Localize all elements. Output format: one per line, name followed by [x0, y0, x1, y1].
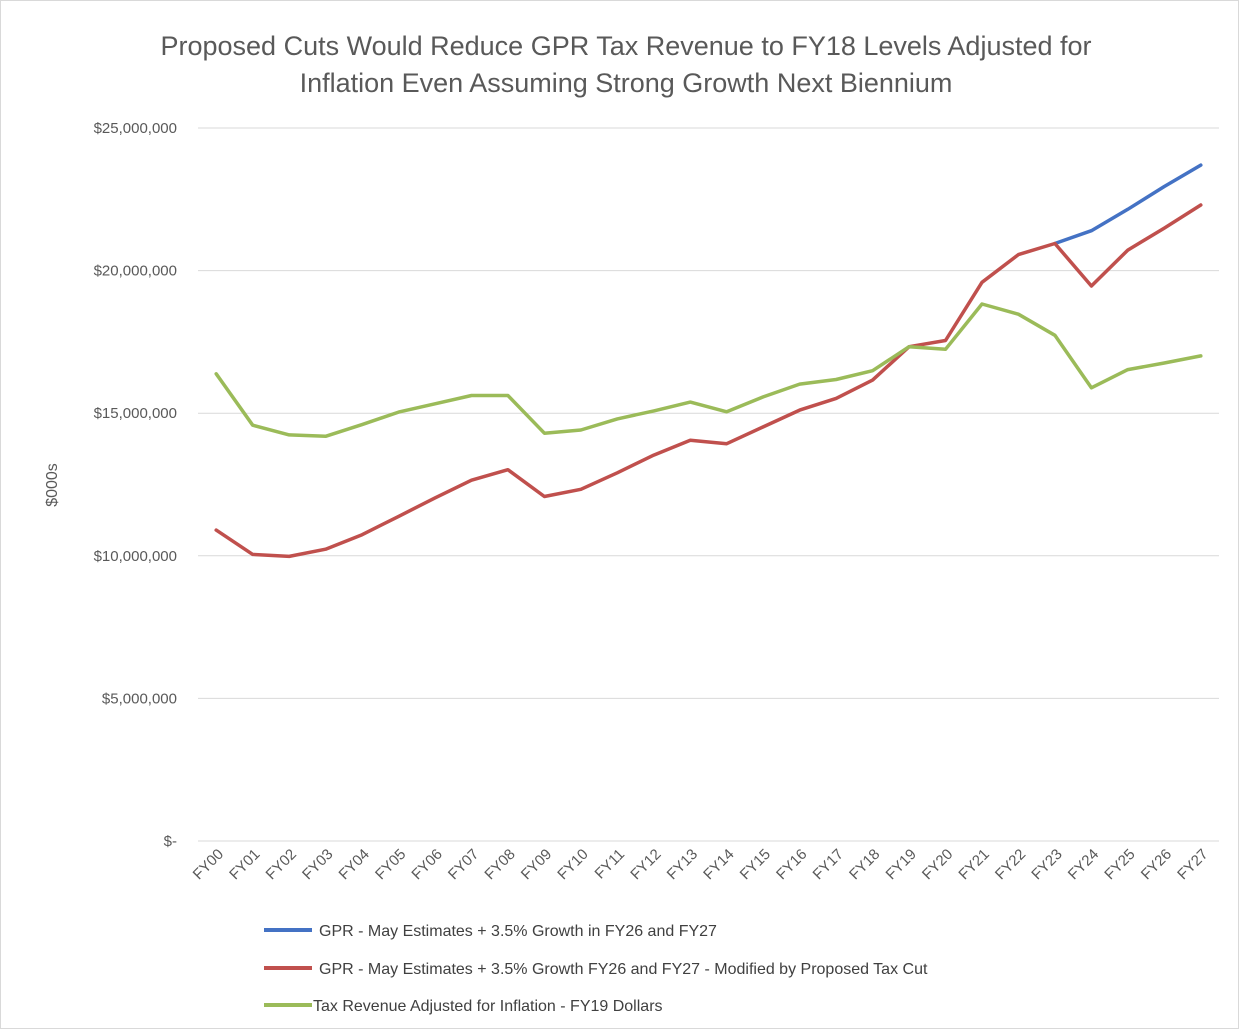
legend-label-1: GPR - May Estimates + 3.5% Growth in FY2… — [319, 923, 717, 940]
x-tick-label: FY19 — [883, 846, 920, 883]
legend-label-3: Tax Revenue Adjusted for Inflation - FY1… — [313, 998, 663, 1015]
y-tick-label: $20,000,000 — [94, 263, 177, 280]
x-tick-label: FY20 — [919, 846, 956, 883]
series-line-3 — [214, 302, 1203, 439]
series-line-1 — [1053, 163, 1203, 246]
x-tick-label: FY21 — [955, 846, 992, 883]
x-tick-label: FY12 — [627, 846, 664, 883]
x-tick-label: FY01 — [226, 846, 263, 883]
x-tick-label: FY06 — [408, 846, 445, 883]
y-tick-label: $15,000,000 — [94, 405, 177, 422]
gridlines — [198, 127, 1219, 842]
x-tick-label: FY23 — [1028, 846, 1065, 883]
y-tick-label: $10,000,000 — [94, 548, 177, 565]
y-axis-ticks: $- $5,000,000 $10,000,000 $15,000,000 $20,00… — [94, 120, 177, 850]
x-tick-label: FY18 — [846, 846, 883, 883]
y-axis-title: $000s — [44, 463, 61, 507]
series-lines — [214, 163, 1203, 559]
y-tick-label: $5,000,000 — [102, 690, 177, 707]
x-tick-label: FY03 — [299, 846, 336, 883]
x-tick-label: FY22 — [992, 846, 1029, 883]
x-tick-label: FY26 — [1138, 846, 1175, 883]
x-tick-label: FY05 — [372, 846, 409, 883]
x-tick-label: FY24 — [1065, 846, 1102, 883]
x-tick-label: FY08 — [481, 846, 518, 883]
legend: GPR - May Estimates + 3.5% Growth in FY2… — [264, 923, 928, 1015]
y-tick-label: $25,000,000 — [94, 120, 177, 137]
x-tick-label: FY15 — [737, 846, 774, 883]
x-tick-label: FY07 — [445, 846, 482, 883]
x-tick-label: FY10 — [554, 846, 591, 883]
x-tick-label: FY13 — [664, 846, 701, 883]
x-tick-label: FY09 — [518, 846, 555, 883]
x-tick-label: FY16 — [773, 846, 810, 883]
x-tick-label: FY17 — [810, 846, 847, 883]
series-line-2 — [214, 203, 1203, 559]
x-tick-label: FY02 — [263, 846, 300, 883]
x-tick-label: FY25 — [1101, 846, 1138, 883]
x-tick-label: FY27 — [1174, 846, 1211, 883]
x-tick-label: FY00 — [190, 846, 227, 883]
x-axis-ticks: FY00 FY01 FY02 FY03 FY04 FY05 FY06 FY07 FY08 FY09… — [190, 846, 1212, 883]
chart-title-line-1: Proposed Cuts Would Reduce GPR Tax Reven… — [160, 31, 1091, 61]
x-tick-label: FY11 — [592, 846, 629, 883]
y-tick-label: $- — [164, 833, 177, 850]
legend-label-2: GPR - May Estimates + 3.5% Growth FY26 a… — [319, 961, 928, 978]
chart-title-line-2: Inflation Even Assuming Strong Growth Ne… — [300, 68, 953, 98]
x-tick-label: FY14 — [700, 846, 737, 883]
x-tick-label: FY04 — [336, 846, 373, 883]
